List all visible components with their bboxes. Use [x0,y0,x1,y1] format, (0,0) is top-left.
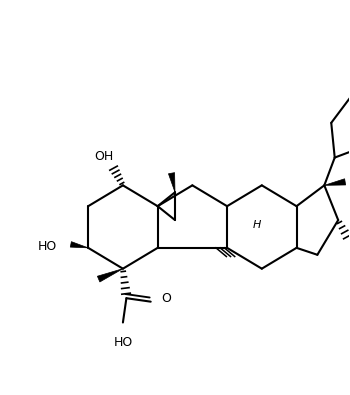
Text: H: H [252,220,261,230]
Text: O: O [161,292,171,305]
Text: HO: HO [38,240,57,253]
Polygon shape [97,269,123,282]
Polygon shape [324,179,346,185]
Polygon shape [168,173,175,192]
Text: HO: HO [113,337,133,350]
Polygon shape [70,242,88,248]
Text: OH: OH [94,150,113,163]
